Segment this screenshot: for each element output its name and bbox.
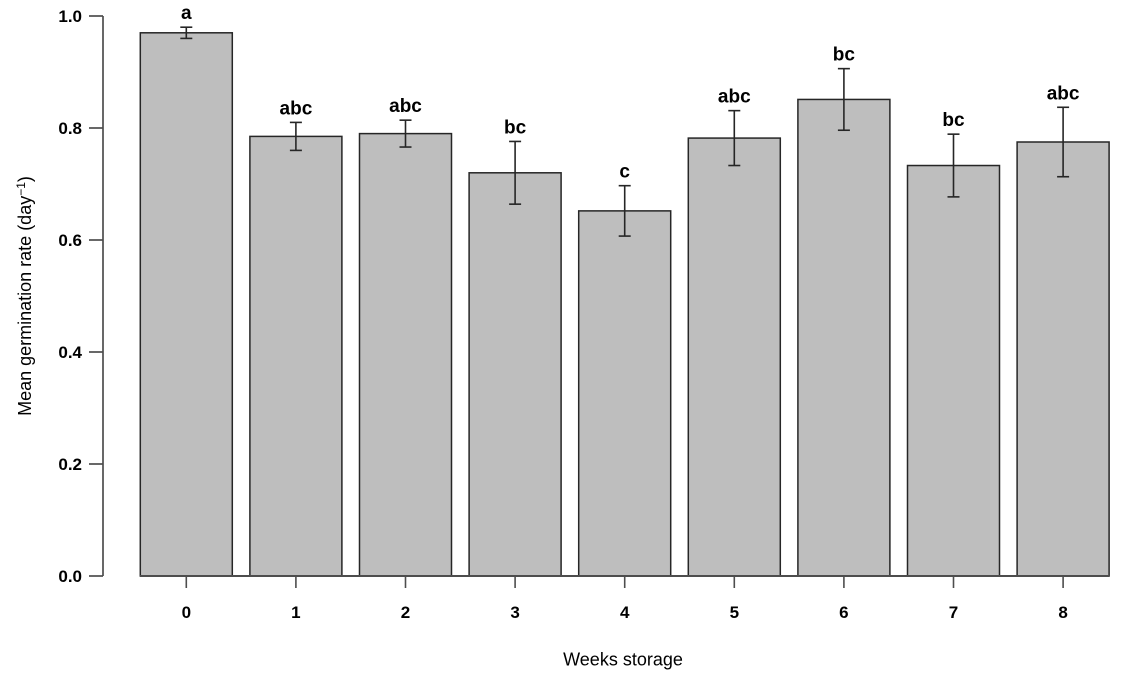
x-axis-tick-label: 3 [510, 603, 519, 622]
x-axis-title: Weeks storage [563, 649, 683, 670]
y-axis-tick-label: 0.2 [58, 455, 82, 474]
significance-letter: abc [1047, 83, 1080, 104]
y-axis-title-text: Mean germination rate (day [15, 195, 35, 416]
y-axis-tick-label: 0.4 [58, 343, 82, 362]
bar [577, 210, 672, 577]
bar [249, 135, 343, 577]
x-axis-tick-label: 5 [730, 603, 739, 622]
y-axis-tick-label: 0.8 [58, 119, 82, 138]
bar [358, 132, 453, 577]
significance-letter: a [181, 3, 192, 24]
y-axis-title-superscript: −1 [14, 182, 28, 196]
significance-letter: abc [389, 96, 422, 117]
significance-letter: abc [280, 98, 313, 119]
significance-letter: bc [833, 45, 856, 66]
significance-letter: abc [718, 87, 751, 108]
bar [468, 172, 562, 577]
x-axis-tick-label: 7 [949, 603, 958, 622]
significance-letter: c [619, 162, 630, 183]
y-axis-tick-label: 0.6 [58, 231, 82, 250]
bar [687, 137, 782, 577]
x-axis-tick-label: 4 [620, 603, 630, 622]
significance-letter: bc [504, 117, 527, 138]
x-axis-tick-label: 8 [1058, 603, 1067, 622]
x-axis-tick-label: 2 [401, 603, 410, 622]
bar [1016, 141, 1110, 577]
bar [797, 98, 891, 577]
bar [139, 32, 234, 577]
x-axis-tick-label: 6 [839, 603, 848, 622]
bar [906, 164, 1001, 577]
significance-letter: bc [942, 110, 965, 131]
x-axis-tick-label: 0 [182, 603, 191, 622]
x-axis-tick-label: 1 [291, 603, 300, 622]
y-axis-tick-label: 1.0 [58, 7, 82, 26]
y-axis-tick-label: 0.0 [58, 567, 82, 586]
y-axis-title-suffix: ) [15, 176, 35, 183]
y-axis-title: Mean germination rate (day−1) [14, 176, 36, 416]
